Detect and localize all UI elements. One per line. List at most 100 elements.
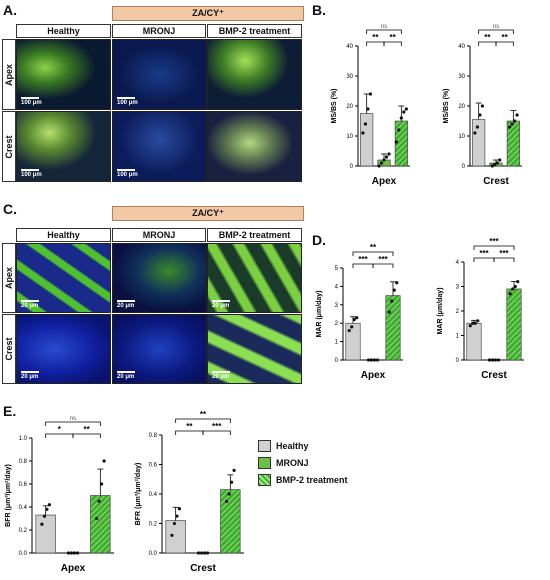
panel-a-col-bmp2: BMP-2 treatment: [207, 24, 302, 38]
data-point: [99, 482, 104, 486]
y-tick-label: 0.2: [19, 528, 28, 534]
micrograph-c-healthy-crest: 20 μm: [16, 314, 111, 384]
data-point: [97, 499, 101, 503]
data-point: [205, 551, 210, 555]
significance-bracket: [352, 263, 374, 268]
micrograph-c-bmp2-crest: 20 μm: [207, 314, 302, 384]
data-point: [480, 104, 485, 108]
data-point: [493, 358, 498, 362]
legend-swatch-bmp2: [258, 474, 271, 486]
bar-healthy: [165, 520, 186, 554]
panel-c-col-healthy: Healthy: [16, 228, 111, 242]
data-point: [196, 551, 201, 555]
significance-label: ***: [358, 255, 368, 264]
y-tick-label: 10: [458, 134, 465, 140]
y-tick-label: 0.8: [19, 459, 28, 465]
micrograph-c-bmp2-apex: 20 μm: [207, 243, 302, 313]
bar-healthy: [35, 514, 56, 554]
bar-healthy: [466, 322, 482, 361]
y-axis-label: MS/BS (%): [443, 89, 450, 124]
significance-bracket: [473, 245, 515, 250]
x-axis-label: Apex: [372, 176, 397, 187]
panel-c-row-crest: Crest: [2, 314, 16, 384]
panel-a-col-mronj: MRONJ: [112, 24, 206, 38]
panel-a-col-healthy: Healthy: [16, 24, 111, 38]
micrograph-c-mronj-crest: 20 μm: [112, 314, 207, 384]
significance-label: **: [372, 33, 379, 42]
y-tick-label: 3: [335, 303, 339, 309]
y-tick-label: 4: [456, 260, 460, 266]
significance-label: **: [502, 33, 509, 42]
panel-e-label: E.: [3, 403, 17, 419]
data-point: [478, 113, 482, 117]
data-point: [369, 358, 374, 362]
y-tick-label: 1: [456, 334, 460, 340]
data-point: [366, 107, 370, 111]
data-point: [72, 551, 77, 555]
data-point: [368, 92, 373, 96]
data-point: [199, 551, 204, 555]
bar-healthy: [345, 322, 361, 361]
data-point: [394, 140, 398, 144]
data-point: [475, 125, 480, 129]
y-tick-label: 0.4: [149, 492, 158, 498]
y-tick-label: 0: [350, 164, 354, 170]
y-tick-label: 3: [456, 285, 460, 291]
y-tick-label: 10: [346, 134, 353, 140]
data-point: [390, 299, 394, 303]
y-tick-label: 0.0: [149, 551, 158, 557]
y-tick-label: 30: [458, 74, 465, 80]
panel-c-col-bmp2: BMP-2 treatment: [207, 228, 302, 242]
data-point: [402, 110, 406, 114]
significance-bracket: [478, 41, 497, 46]
significance-label: *: [58, 425, 62, 434]
y-tick-label: 20: [458, 104, 465, 110]
significance-bracket: [366, 29, 402, 34]
data-point: [392, 288, 396, 292]
micrograph-a-bmp2-crest: [207, 111, 302, 182]
x-axis-label: Crest: [481, 370, 507, 381]
significance-bracket: [175, 418, 231, 423]
y-tick-label: 0: [462, 164, 466, 170]
legend-swatch-healthy: [258, 440, 271, 452]
data-point: [347, 328, 351, 333]
data-point: [47, 503, 52, 507]
y-axis-label: BFR (μm³/μm²/day): [5, 464, 12, 527]
micrograph-c-mronj-apex: 20 μm: [112, 243, 207, 313]
y-tick-label: 4: [335, 284, 339, 290]
y-tick-label: 0: [335, 358, 339, 364]
y-axis-label: MS/BS (%): [331, 89, 338, 124]
bar-bmp-2-treatment: [90, 495, 111, 554]
panel-a-row-crest: Crest: [2, 111, 16, 182]
chart-E-apex: 0.0 0.2 0.4 0.6 0.8 1.0 BFR (μm³/μm²/day) Apex *…: [5, 416, 114, 574]
data-point: [42, 514, 47, 518]
data-point: [510, 122, 514, 126]
data-point: [172, 521, 177, 526]
significance-bracket: [372, 263, 394, 268]
data-point: [395, 281, 399, 285]
data-point: [495, 161, 499, 165]
legend-label-healthy: Healthy: [276, 441, 309, 451]
bar-bmp-2-treatment: [385, 295, 401, 361]
data-point: [177, 507, 182, 511]
y-axis-label: BFR (μm³/μm²/day): [135, 463, 142, 526]
data-point: [377, 164, 381, 168]
y-tick-label: 1: [335, 340, 339, 346]
data-point: [227, 492, 231, 496]
data-point: [40, 522, 44, 526]
data-point: [366, 358, 371, 362]
data-point: [102, 459, 106, 463]
bar-bmp-2-treatment: [220, 489, 241, 554]
y-tick-label: 2: [335, 321, 339, 327]
bar-bmp-2-treatment: [506, 288, 522, 361]
bar-healthy: [360, 113, 374, 167]
panel-c-col-mronj: MRONJ: [112, 228, 206, 242]
data-point: [355, 316, 359, 320]
data-point: [202, 551, 207, 555]
data-point: [476, 319, 480, 323]
legend: Healthy MRONJ BMP-2 treatment: [258, 440, 348, 486]
data-point: [515, 113, 519, 117]
data-point: [471, 321, 475, 325]
data-point: [69, 551, 74, 555]
